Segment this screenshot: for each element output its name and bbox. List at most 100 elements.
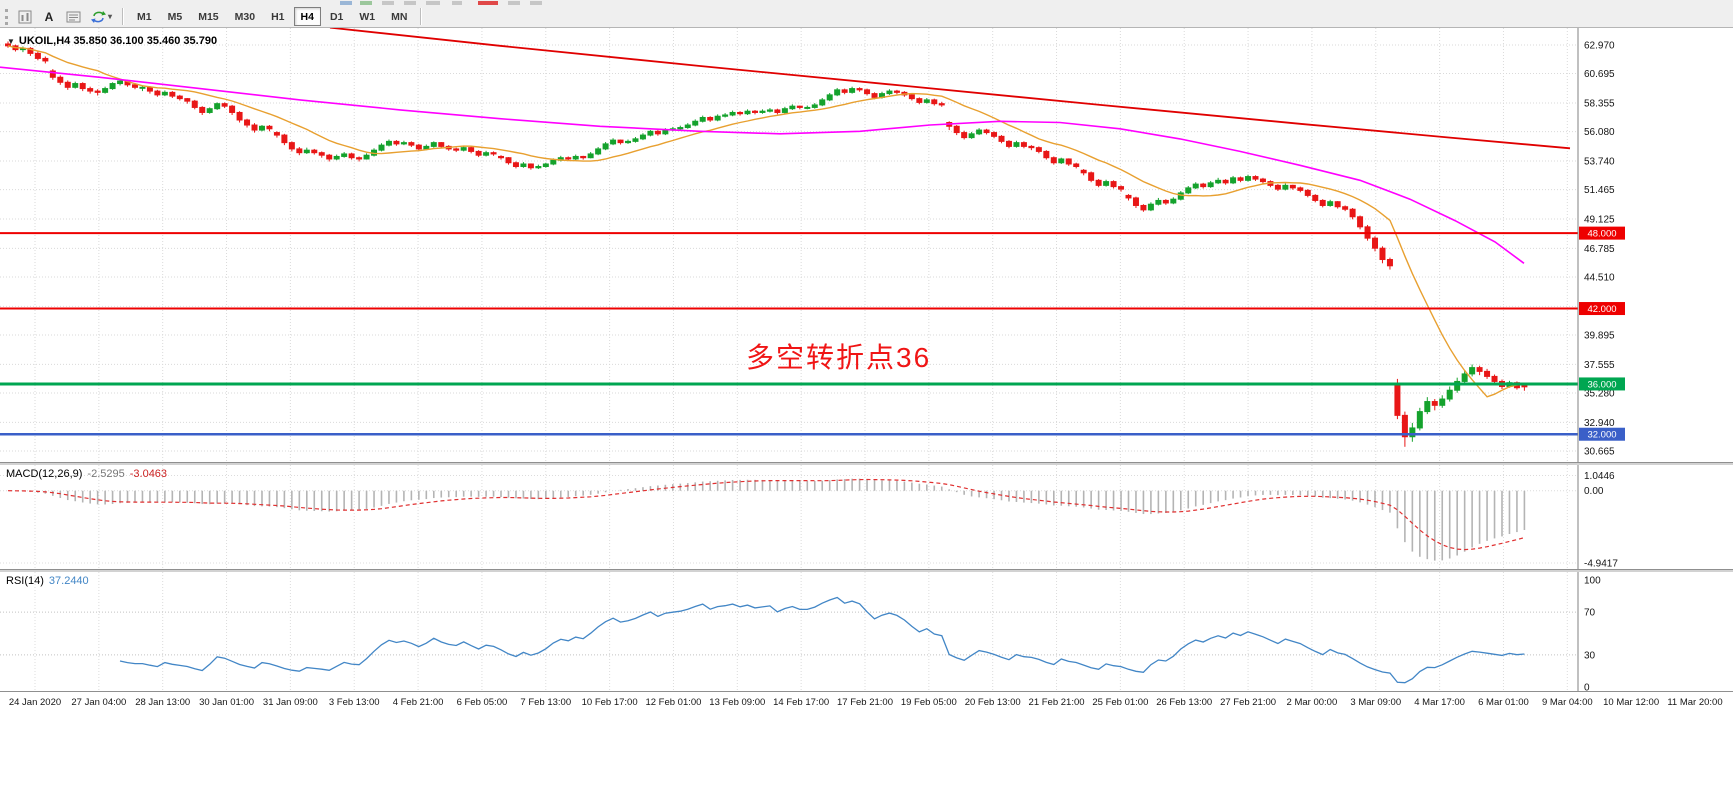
macd-header: MACD(12,26,9) -2.5295 -3.0463 [6, 468, 167, 480]
toolbar-gripper[interactable] [5, 8, 8, 25]
svg-text:48.000: 48.000 [1587, 229, 1616, 240]
price-chart-canvas[interactable]: 62.970 60.695 58.355 56.080 53.740 51.465 49.1… [0, 28, 1733, 462]
clipped-icon-fragment [452, 1, 462, 5]
rsi-header: RSI(14) 37.2440 [6, 575, 89, 587]
svg-text:46.785: 46.785 [1584, 244, 1615, 255]
caret-down-icon: ▾ [108, 12, 113, 21]
svg-text:36.000: 36.000 [1587, 379, 1616, 390]
ma-slow-line [329, 28, 1571, 150]
svg-text:30: 30 [1584, 650, 1596, 661]
time-axis[interactable]: 24 Jan 2020 27 Jan 04:00 28 Jan 13:00 30 Ja… [0, 693, 1733, 713]
time-axis-label: 14 Feb 17:00 [773, 697, 830, 708]
svg-text:56.080: 56.080 [1584, 127, 1615, 138]
svg-text:60.695: 60.695 [1584, 69, 1615, 80]
candles [5, 41, 1528, 447]
svg-text:100: 100 [1584, 576, 1601, 587]
timeframe-button-d1[interactable]: D1 [323, 7, 350, 26]
price-level-badge-36.000: 36.000 [1579, 377, 1625, 391]
clipped-icon-fragment [382, 1, 394, 5]
time-axis-label: 6 Feb 05:00 [456, 697, 508, 708]
time-axis-label: 4 Feb 21:00 [392, 697, 444, 708]
time-axis-label: 31 Jan 09:00 [262, 697, 318, 708]
timeframe-button-m5[interactable]: M5 [161, 7, 190, 26]
rsi-canvas[interactable]: 100 70 30 0 [0, 572, 1733, 691]
price-axis-labels: 62.970 60.695 58.355 56.080 53.740 51.465 49.1… [1584, 40, 1615, 457]
time-axis-label: 27 Jan 04:00 [71, 697, 127, 708]
svg-text:32.000: 32.000 [1587, 430, 1616, 441]
price-chart-panel[interactable]: 62.970 60.695 58.355 56.080 53.740 51.465 49.1… [0, 28, 1733, 462]
time-axis-label: 7 Feb 13:00 [520, 697, 572, 708]
macd-canvas[interactable]: 1.0446 0.00 -4.9417 [0, 465, 1733, 569]
rsi-axis-labels: 100 70 30 0 [1584, 576, 1601, 692]
time-axis-label: 4 Mar 17:00 [1414, 697, 1465, 708]
macd-signal-line [7, 478, 1525, 551]
panel-separator[interactable] [0, 462, 1733, 465]
svg-text:35.280: 35.280 [1584, 388, 1615, 399]
timeframe-button-m15[interactable]: M15 [191, 7, 225, 26]
price-level-badge-42.000: 42.000 [1579, 302, 1625, 316]
clipped-icon-fragment [404, 1, 416, 5]
time-axis-label: 19 Feb 05:00 [900, 697, 957, 708]
macd-main-value: -2.5295 [87, 468, 125, 480]
chart-annotation-text: 多空转折点36 [746, 342, 932, 373]
price-level-badge-48.000: 48.000 [1579, 226, 1625, 240]
time-axis-label: 3 Feb 13:00 [328, 697, 380, 708]
time-axis-label: 2 Mar 00:00 [1286, 697, 1338, 708]
svg-text:32.940: 32.940 [1584, 418, 1615, 429]
toolbar-separator [420, 8, 423, 25]
macd-signal-value: -3.0463 [129, 468, 168, 480]
svg-text:51.465: 51.465 [1584, 185, 1615, 196]
rsi-panel[interactable]: RSI(14) 37.2440 100 70 30 0 [0, 572, 1733, 691]
price-level-badge-32.000: 32.000 [1579, 427, 1625, 441]
main-grid [0, 28, 1578, 462]
toolbar-separator [122, 8, 125, 25]
ma-mid-line [0, 66, 1525, 264]
chart-grid-icon [18, 10, 32, 23]
time-axis-label: 24 Jan 2020 [8, 697, 62, 708]
clipped-red-icon-fragment [478, 1, 498, 5]
time-axis-label: 12 Feb 01:00 [645, 697, 702, 708]
svg-text:62.970: 62.970 [1584, 40, 1615, 51]
timeframe-button-m1[interactable]: M1 [130, 7, 159, 26]
time-axis-label: 17 Feb 21:00 [836, 697, 893, 708]
svg-text:-4.9417: -4.9417 [1584, 559, 1618, 569]
time-axis-label: 3 Mar 09:00 [1350, 697, 1402, 708]
time-axis-label: 26 Feb 13:00 [1156, 697, 1213, 708]
timeframe-button-w1[interactable]: W1 [352, 7, 382, 26]
clipped-icon-fragment [360, 1, 372, 5]
time-axis-label: 11 Mar 20:00 [1667, 697, 1723, 708]
chart-toolbar: A ▾ M1 M5 M15 M30 H1 H4 D1 W1 MN [0, 6, 1733, 28]
text-tool-button[interactable]: A [38, 7, 60, 26]
timeframe-button-h4[interactable]: H4 [293, 7, 321, 26]
clipped-icon-fragment [530, 1, 542, 5]
svg-text:42.000: 42.000 [1587, 304, 1616, 315]
shift-marker-icon: ▼ [7, 37, 15, 46]
svg-text:30.665: 30.665 [1584, 447, 1615, 458]
chart-title-text: UKOIL,H4 35.850 36.100 35.460 35.790 [18, 35, 218, 47]
svg-text:39.895: 39.895 [1584, 330, 1615, 341]
rsi-grid [0, 572, 1578, 691]
macd-axis-labels: 1.0446 0.00 -4.9417 [1584, 471, 1618, 569]
text-label-tool-button[interactable] [62, 7, 85, 26]
rsi-value: 37.2440 [48, 575, 89, 587]
svg-text:70: 70 [1584, 608, 1596, 619]
svg-text:44.510: 44.510 [1584, 272, 1615, 283]
cycle-symbols-button[interactable]: ▾ [87, 7, 116, 26]
time-axis-label: 28 Jan 13:00 [135, 697, 191, 708]
time-axis-label: 6 Mar 01:00 [1478, 697, 1529, 708]
clipped-toolbar-row [0, 0, 1733, 6]
svg-text:0.00: 0.00 [1584, 486, 1604, 497]
chart-grid-button[interactable] [14, 7, 36, 26]
macd-panel[interactable]: MACD(12,26,9) -2.5295 -3.0463 1.0446 0.00 -4… [0, 465, 1733, 569]
timeframe-button-h1[interactable]: H1 [264, 7, 291, 26]
time-axis-label: 20 Feb 13:00 [964, 697, 1021, 708]
cycle-arrows-icon [91, 10, 106, 23]
timeframe-group: M1 M5 M15 M30 H1 H4 D1 W1 MN [129, 7, 415, 26]
panel-separator[interactable] [0, 569, 1733, 572]
macd-label: MACD(12,26,9) [6, 468, 83, 480]
timeframe-button-m30[interactable]: M30 [228, 7, 262, 26]
timeframe-button-mn[interactable]: MN [384, 7, 414, 26]
clipped-icon-fragment [426, 1, 440, 5]
time-axis-label: 30 Jan 01:00 [199, 697, 254, 708]
